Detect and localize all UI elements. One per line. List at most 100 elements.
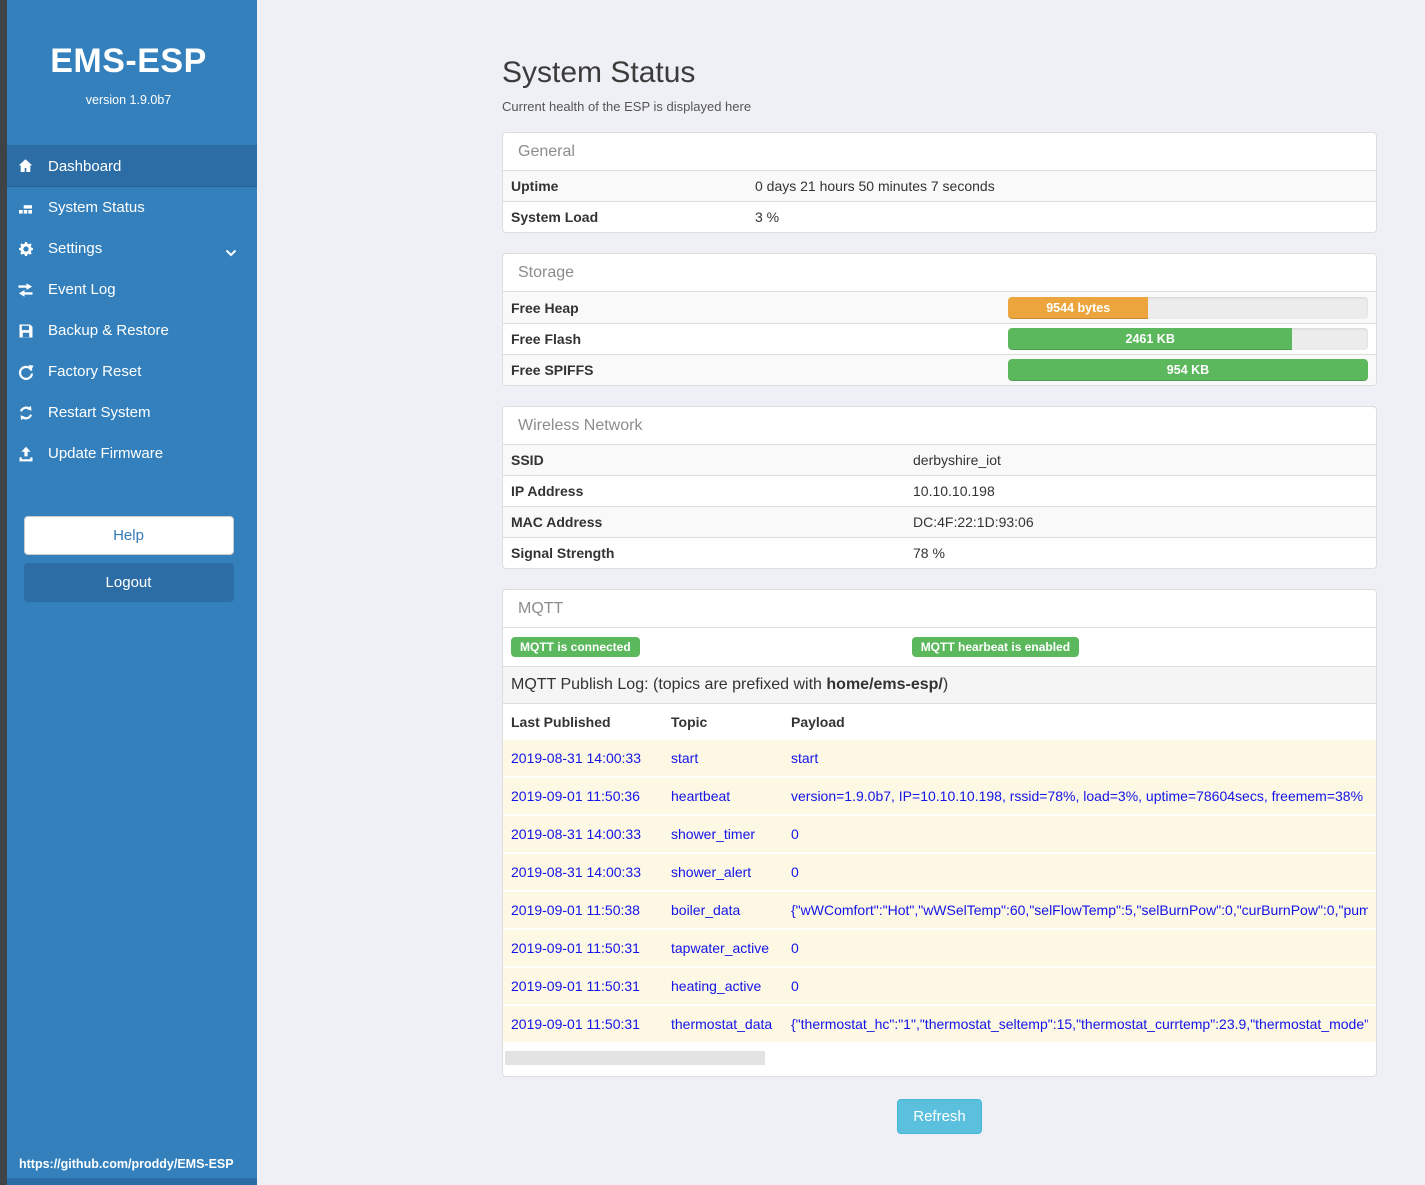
row-value: 3 % [755, 209, 780, 225]
sidebar-edge [0, 0, 7, 1185]
progress-bar-fill: 9544 bytes [1008, 296, 1149, 319]
log-topic: heartbeat [671, 788, 731, 804]
log-payload: version=1.9.0b7, IP=10.10.10.198, rssid=… [791, 788, 1364, 804]
sidebar-item-settings[interactable]: Settings [0, 228, 257, 269]
log-timestamp: 2019-09-01 11:50:31 [511, 940, 640, 956]
mqtt-log-row: 2019-08-31 14:00:33 start start [503, 740, 1376, 778]
sidebar-item-event-log[interactable]: Event Log [0, 269, 257, 310]
progress-bar-track: 2461 KB [1008, 328, 1368, 350]
row-value: DC:4F:22:1D:93:06 [913, 514, 1034, 530]
panel-mqtt: MQTT MQTT is connected MQTT hearbeat is … [502, 589, 1377, 1077]
sidebar-item-label: Backup & Restore [48, 322, 169, 339]
table-row: MAC Address DC:4F:22:1D:93:06 [503, 506, 1376, 537]
mqtt-table-header: Last Published Topic Payload [503, 704, 1376, 740]
wireless-table: SSID derbyshire_iot IP Address 10.10.10.198… [503, 445, 1376, 568]
log-timestamp: 2019-09-01 11:50:36 [511, 788, 640, 804]
mqtt-heartbeat-badge: MQTT hearbeat is enabled [911, 637, 1080, 657]
log-payload: 0 [791, 864, 799, 880]
sidebar-item-dashboard[interactable]: Dashboard [0, 146, 257, 187]
sidebar-bottom-strip [0, 1178, 257, 1185]
mqtt-publish-log-label: MQTT Publish Log: (topics are prefixed w… [503, 666, 1376, 704]
page-title: System Status [502, 56, 696, 89]
mqtt-log-row: 2019-09-01 11:50:36 heartbeat version=1.9.… [503, 778, 1376, 816]
row-label: Uptime [511, 178, 559, 194]
scrollbar-thumb[interactable] [505, 1051, 765, 1065]
help-button[interactable]: Help [23, 516, 234, 555]
github-link[interactable]: https://github.com/proddy/EMS-ESP [19, 1157, 234, 1171]
log-topic: heating_active [671, 978, 762, 994]
row-label: Free Heap [511, 299, 579, 316]
sidebar-item-label: Event Log [48, 281, 116, 298]
mqtt-log-row: 2019-09-01 11:50:38 boiler_data {"wWComfor… [503, 892, 1376, 930]
log-topic: tapwater_active [671, 940, 770, 956]
panel-wireless: Wireless Network SSID derbyshire_iot IP Ad… [502, 406, 1377, 569]
log-timestamp: 2019-09-01 11:50:31 [511, 1016, 640, 1032]
mqtt-log-row: 2019-09-01 11:50:31 tapwater_active 0 [503, 930, 1376, 968]
general-table: Uptime 0 days 21 hours 50 minutes 7 secon… [503, 171, 1376, 232]
progress-bar-track: 9544 bytes [1008, 296, 1368, 319]
table-row: Free Flash 2461 KB [503, 323, 1376, 354]
row-label: Free Flash [511, 331, 582, 347]
mqtt-log-row: 2019-09-01 11:50:31 heating_active 0 [503, 968, 1376, 1006]
table-row: System Load 3 % [503, 201, 1376, 232]
panel-mqtt-title: MQTT [503, 590, 1376, 628]
row-label: MAC Address [511, 514, 603, 530]
mqtt-connected-badge: MQTT is connected [511, 637, 640, 657]
row-label: SSID [511, 452, 544, 468]
sidebar-item-label: Restart System [48, 404, 151, 421]
sidebar-item-backup-restore[interactable]: Backup & Restore [0, 310, 257, 351]
sidebar-item-factory-reset[interactable]: Factory Reset [0, 351, 257, 392]
progress-bar-fill: 2461 KB [1008, 328, 1293, 350]
row-label: IP Address [511, 483, 584, 499]
storage-table: Free Heap 9544 bytes Free Flash 2461 KB Free… [503, 292, 1376, 385]
exchange-icon [17, 282, 34, 298]
home-icon [17, 158, 34, 174]
table-row: IP Address 10.10.10.198 [503, 475, 1376, 506]
mqtt-publish-log-table: 2019-08-31 14:00:33 start start 2019-09-01 … [503, 740, 1376, 1044]
refresh-button[interactable]: Refresh [897, 1099, 982, 1134]
sidebar-item-restart-system[interactable]: Restart System [0, 392, 257, 433]
sidebar-item-label: Dashboard [48, 157, 122, 175]
sidebar-item-label: Settings [48, 240, 103, 257]
log-topic: shower_timer [671, 826, 756, 842]
horizontal-scrollbar[interactable] [505, 1051, 1368, 1065]
chevron-down-icon [225, 244, 237, 261]
panel-wireless-title: Wireless Network [503, 407, 1376, 445]
table-row: Signal Strength 78 % [503, 537, 1376, 568]
table-row: Free Heap 9544 bytes [503, 292, 1376, 323]
sidebar-item-system-status[interactable]: System Status [0, 187, 257, 228]
log-timestamp: 2019-09-01 11:50:31 [511, 978, 640, 994]
table-row: Uptime 0 days 21 hours 50 minutes 7 secon… [503, 171, 1376, 201]
app-version: version 1.9.0b7 [85, 93, 172, 107]
sidebar-item-update-firmware[interactable]: Update Firmware [0, 433, 257, 474]
log-topic: boiler_data [671, 902, 741, 918]
panel-general-title: General [503, 133, 1376, 171]
mqtt-status-row: MQTT is connected MQTT hearbeat is enabl… [503, 628, 1376, 666]
log-intro-suffix: ) [942, 676, 949, 693]
progress-bar-track: 954 KB [1008, 359, 1368, 381]
progress-bar-fill: 954 KB [1008, 359, 1368, 381]
page-subtitle: Current health of the ESP is displayed h… [502, 99, 752, 114]
row-value: 78 % [913, 545, 945, 561]
log-payload: 0 [791, 978, 799, 994]
log-topic: shower_alert [671, 864, 752, 880]
mqtt-log-row: 2019-08-31 14:00:33 shower_alert 0 [503, 854, 1376, 892]
log-intro-prefix: MQTT Publish Log: (topics are prefixed w… [511, 676, 827, 693]
upload-icon [17, 446, 34, 462]
column-topic: Topic [671, 714, 708, 730]
row-value: 0 days 21 hours 50 minutes 7 seconds [755, 178, 995, 194]
app-title: EMS-ESP [50, 42, 207, 80]
log-topic: start [671, 750, 699, 766]
logout-button[interactable]: Logout [23, 563, 234, 602]
row-label: Signal Strength [511, 545, 615, 561]
log-timestamp: 2019-08-31 14:00:33 [511, 826, 641, 842]
system-status-icon [17, 200, 34, 216]
row-value: derbyshire_iot [913, 452, 1001, 468]
mqtt-log-row: 2019-08-31 14:00:33 shower_timer 0 [503, 816, 1376, 854]
log-topic: thermostat_data [671, 1016, 773, 1032]
log-payload: {"wWComfort":"Hot","wWSelTemp":60,"selFl… [791, 902, 1368, 918]
sidebar-item-label: System Status [48, 199, 145, 216]
panel-general: General Uptime 0 days 21 hours 50 minutes… [502, 132, 1377, 233]
sidebar-actions: Help Logout [0, 516, 257, 602]
sidebar-nav: Dashboard System Status Settings Event Log B… [0, 145, 257, 474]
